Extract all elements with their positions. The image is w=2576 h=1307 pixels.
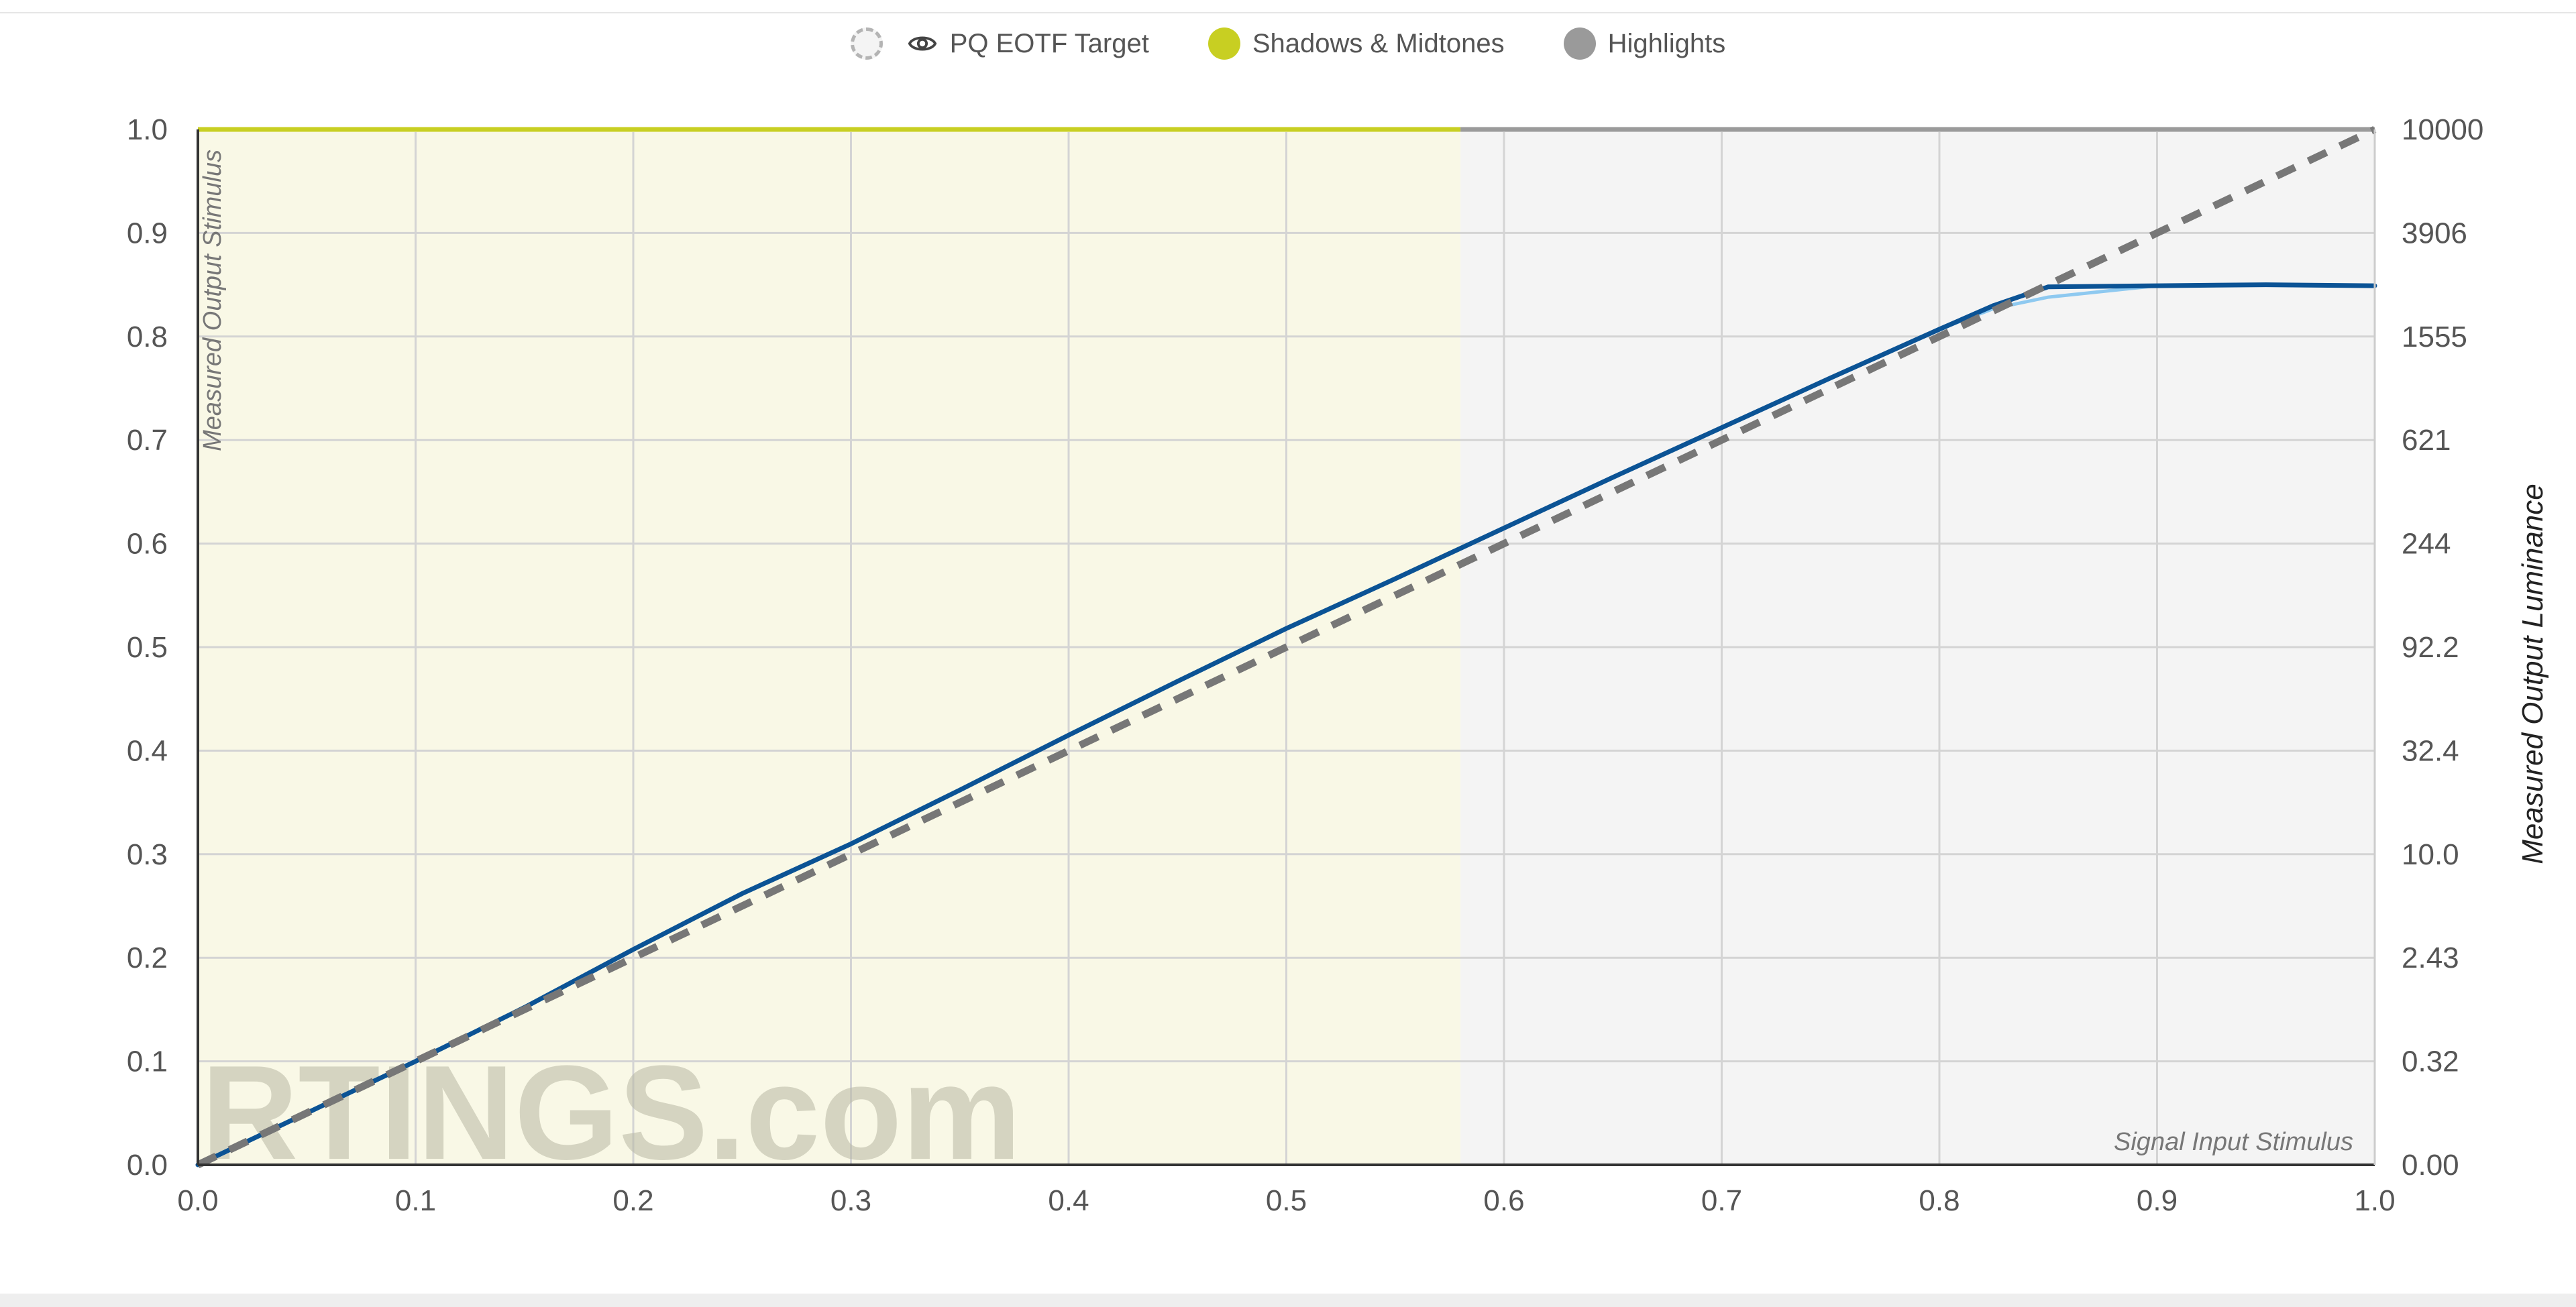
legend-item-shadows-midtones[interactable]: Shadows & Midtones (1208, 27, 1505, 60)
y2-tick-label: 0.00 (2402, 1149, 2459, 1182)
y-tick-label: 0.7 (127, 424, 168, 457)
y2-tick-label: 92.2 (2402, 631, 2459, 664)
y-tick-label: 0.4 (127, 734, 168, 767)
y2-tick-label: 244 (2402, 528, 2451, 561)
x-tick-label: 0.4 (1048, 1184, 1089, 1217)
y-tick-label: 0.3 (127, 838, 168, 871)
y2-tick-label: 3906 (2402, 217, 2467, 249)
y-tick-label: 0.8 (127, 321, 168, 353)
x-tick-label: 0.5 (1266, 1184, 1307, 1217)
eye-icon[interactable] (907, 28, 938, 59)
y2-axis-label: Measured Output Luminance (2516, 484, 2549, 864)
y-tick-label: 0.1 (127, 1045, 168, 1078)
x-axis-label: Signal Input Stimulus (2114, 1128, 2353, 1156)
bottom-band (0, 1294, 2576, 1307)
x-tick-label: 0.7 (1701, 1184, 1742, 1217)
x-tick-label: 0.9 (2137, 1184, 2178, 1217)
y-tick-label: 1.0 (127, 113, 168, 146)
series-pq-eotf-target-line (196, 126, 2377, 1168)
y2-tick-label: 2.43 (2402, 942, 2459, 974)
x-tick-label: 0.6 (1483, 1184, 1524, 1217)
x-tick-label: 0.2 (612, 1184, 653, 1217)
legend-label-shadows-midtones: Shadows & Midtones (1252, 28, 1505, 58)
y2-tick-label: 621 (2402, 424, 2451, 457)
y2-tick-label: 1555 (2402, 321, 2467, 353)
y-axis-label: Measured Output Stimulus (199, 150, 227, 451)
legend-item-pq-eotf-target[interactable]: PQ EOTF Target (850, 27, 1149, 60)
y-tick-label: 0.2 (127, 942, 168, 974)
legend-label-pq-eotf-target: PQ EOTF Target (949, 28, 1149, 58)
legend-label-highlights: Highlights (1607, 28, 1726, 58)
x-tick-label: 0.0 (177, 1184, 218, 1217)
x-tick-label: 0.3 (830, 1184, 871, 1217)
top-divider (0, 0, 2576, 13)
y2-tick-label: 32.4 (2402, 734, 2459, 767)
y-tick-label: 0.6 (127, 528, 168, 561)
y-tick-label: 0.0 (127, 1149, 168, 1182)
series-dark-blue-line (195, 282, 2377, 1168)
legend-swatch-pq-eotf-target (850, 27, 883, 60)
x-tick-label: 0.1 (395, 1184, 436, 1217)
x-tick-label: 0.8 (1919, 1184, 1960, 1217)
y2-tick-label: 10.0 (2402, 838, 2459, 871)
watermark: RTINGS.com (201, 1038, 1021, 1188)
legend-swatch-highlights (1563, 27, 1596, 60)
legend-swatch-shadows-midtones (1208, 27, 1240, 60)
y-tick-label: 0.9 (127, 217, 168, 249)
legend-item-highlights[interactable]: Highlights (1563, 27, 1726, 60)
y2-tick-label: 10000 (2402, 113, 2483, 146)
y-tick-label: 0.5 (127, 631, 168, 664)
chart-legend: PQ EOTF Target Shadows & Midtones Highli… (0, 20, 2576, 67)
y2-tick-label: 0.32 (2402, 1045, 2459, 1078)
x-tick-label: 1.0 (2354, 1184, 2395, 1217)
